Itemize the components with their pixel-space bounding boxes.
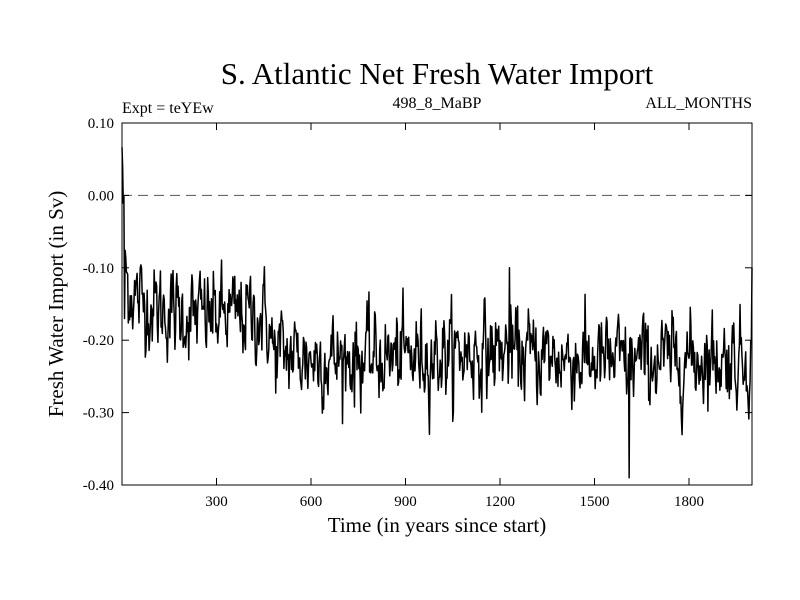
y-axis-label: Fresh Water Import (in Sv)	[44, 191, 68, 418]
subtitle-run-id: 498_8_MaBP	[393, 95, 482, 112]
x-axis-ticks: 300 600 900 1200 1500 1800	[205, 123, 704, 510]
y-tick-label: 0.00	[88, 188, 114, 204]
series-line	[121, 147, 753, 479]
y-axis-ticks: 0.10 0.00 -0.10 -0.20 -0.30 -0.40	[83, 116, 752, 494]
x-tick-label: 1500	[580, 494, 610, 510]
y-tick-label: -0.20	[83, 333, 114, 349]
x-tick-label: 600	[300, 494, 323, 510]
x-tick-label: 1800	[674, 494, 704, 510]
x-tick-label: 1200	[485, 494, 515, 510]
y-tick-label: -0.40	[83, 478, 114, 494]
x-tick-label: 900	[394, 494, 417, 510]
y-tick-label: 0.10	[88, 116, 114, 132]
y-tick-label: -0.30	[83, 406, 114, 422]
y-tick-label: -0.10	[83, 261, 114, 277]
subtitle-months: ALL_MONTHS	[645, 95, 752, 112]
x-tick-label: 300	[205, 494, 228, 510]
subtitle-experiment: Expt = teYEw	[122, 100, 214, 117]
chart-title: S. Atlantic Net Fresh Water Import	[221, 56, 654, 91]
x-axis-label: Time (in years since start)	[328, 513, 547, 537]
plot-frame	[121, 122, 753, 486]
